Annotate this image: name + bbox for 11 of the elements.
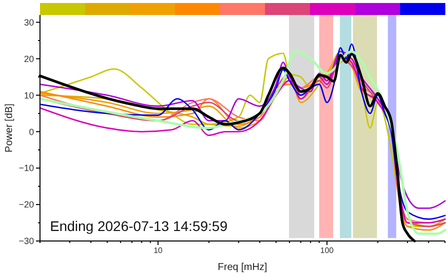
y-axis-title: Power [dB] <box>4 103 15 152</box>
y-tick-label: 0 <box>28 126 34 137</box>
y-tick-label: −20 <box>18 200 34 210</box>
x-axis-title: Freq [mHz] <box>218 262 268 273</box>
x-tick-label: 100 <box>320 246 334 255</box>
y-tick-label: 30 <box>24 17 34 28</box>
y-tick-label: −10 <box>18 163 34 174</box>
y-tick-label: 10 <box>24 90 34 100</box>
y-tick-label: 20 <box>24 54 34 64</box>
annotation: Ending 2026-07-13 14:59:59 <box>50 218 228 234</box>
y-tick-label: −30 <box>18 236 34 246</box>
